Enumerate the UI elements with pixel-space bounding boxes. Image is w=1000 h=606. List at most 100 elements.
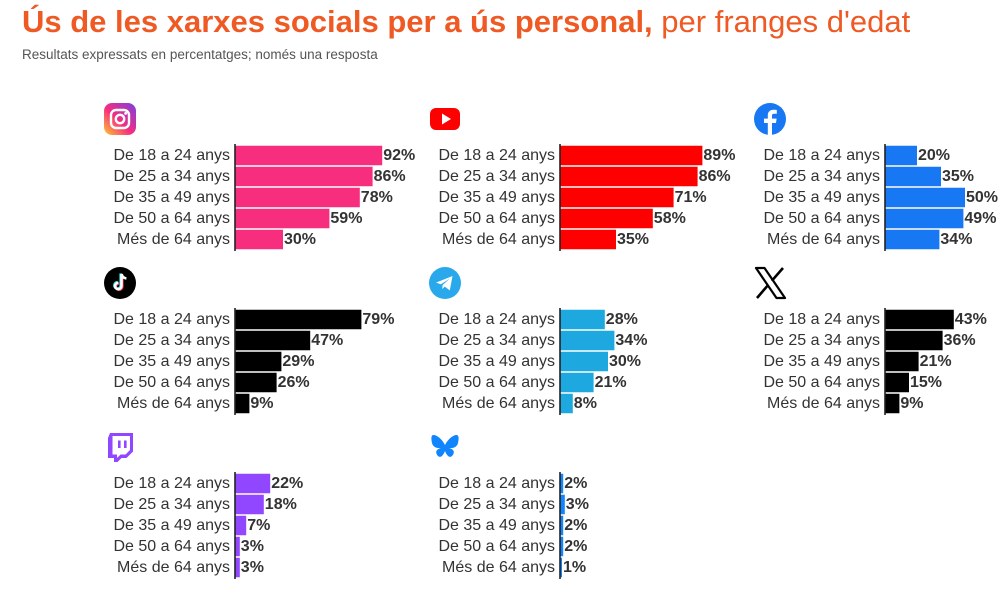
youtube-value-label-5: 35%	[617, 231, 649, 248]
x-category-label-2: De 25 a 34 anys	[763, 332, 880, 349]
bluesky-icon	[431, 435, 459, 457]
instagram-bar-3	[235, 187, 360, 208]
twitch-value-label-5: 3%	[241, 559, 264, 576]
bluesky-category-label-3: De 35 a 49 anys	[438, 517, 555, 534]
tiktok-value-label-5: 9%	[250, 395, 273, 412]
instagram-category-label-1: De 18 a 24 anys	[113, 147, 230, 164]
youtube-value-label-2: 86%	[699, 168, 731, 185]
tiktok-bar-2	[235, 330, 311, 351]
telegram-bar-5	[560, 393, 573, 414]
bluesky-value-label-4: 2%	[564, 538, 587, 555]
instagram-bar-4	[235, 208, 330, 229]
bluesky-bar-4	[560, 536, 564, 557]
telegram-value-label-1: 28%	[606, 311, 638, 328]
instagram-value-label-3: 78%	[361, 189, 393, 206]
youtube-category-label-2: De 25 a 34 anys	[438, 168, 555, 185]
twitch-bar-5	[235, 557, 240, 578]
instagram-category-label-3: De 35 a 49 anys	[113, 189, 230, 206]
bluesky-category-label-5: Més de 64 anys	[442, 559, 555, 576]
x-panel: De 18 a 24 anys 43% De 25 a 34 anys 36% De 3…	[650, 266, 987, 416]
telegram-bar-4	[560, 372, 594, 393]
instagram-icon	[104, 103, 136, 135]
twitch-bar-1	[235, 473, 271, 494]
telegram-value-label-5: 8%	[574, 395, 597, 412]
youtube-bar-3	[560, 187, 674, 208]
bluesky-category-label-2: De 25 a 34 anys	[438, 496, 555, 513]
instagram-value-label-5: 30%	[284, 231, 316, 248]
instagram-value-label-2: 86%	[374, 168, 406, 185]
instagram-category-label-2: De 25 a 34 anys	[113, 168, 230, 185]
facebook-category-label-4: De 50 a 64 anys	[763, 210, 880, 227]
instagram-category-label-5: Més de 64 anys	[117, 231, 230, 248]
twitch-category-label-2: De 25 a 34 anys	[113, 496, 230, 513]
x-bar-1	[885, 309, 954, 330]
facebook-bar-3	[885, 187, 965, 208]
facebook-chart: De 18 a 24 anys 20% De 25 a 34 anys 35% De 3…	[763, 144, 998, 251]
facebook-bar-2	[885, 166, 941, 187]
x-value-label-4: 15%	[910, 374, 942, 391]
twitch-value-label-1: 22%	[271, 475, 303, 492]
facebook-category-label-1: De 18 a 24 anys	[763, 147, 880, 164]
tiktok-bar-3	[235, 351, 282, 372]
x-category-label-1: De 18 a 24 anys	[763, 311, 880, 328]
tiktok-chart: De 18 a 24 anys 79% De 25 a 34 anys 47% De 3…	[113, 308, 394, 415]
twitch-category-label-4: De 50 a 64 anys	[113, 538, 230, 555]
youtube-category-label-3: De 35 a 49 anys	[438, 189, 555, 206]
tiktok-category-label-4: De 50 a 64 anys	[113, 374, 230, 391]
x-value-label-3: 21%	[920, 353, 952, 370]
youtube-value-label-1: 89%	[703, 147, 735, 164]
youtube-value-label-4: 58%	[654, 210, 686, 227]
facebook-icon	[754, 103, 786, 135]
twitch-chart: De 18 a 24 anys 22% De 25 a 34 anys 18% De 3…	[113, 472, 303, 579]
x-category-label-4: De 50 a 64 anys	[763, 374, 880, 391]
instagram-bar-2	[235, 166, 373, 187]
telegram-value-label-2: 34%	[615, 332, 647, 349]
youtube-bar-2	[560, 166, 698, 187]
x-category-label-3: De 35 a 49 anys	[763, 353, 880, 370]
telegram-category-label-4: De 50 a 64 anys	[438, 374, 555, 391]
youtube-category-label-5: Més de 64 anys	[442, 231, 555, 248]
telegram-category-label-2: De 25 a 34 anys	[438, 332, 555, 349]
tiktok-icon	[104, 267, 136, 299]
telegram-panel: De 18 a 24 anys 28% De 25 a 34 anys 34% De 3…	[325, 266, 647, 416]
facebook-category-label-2: De 25 a 34 anys	[763, 168, 880, 185]
facebook-value-label-2: 35%	[942, 168, 974, 185]
telegram-bar-3	[560, 351, 608, 372]
youtube-chart: De 18 a 24 anys 89% De 25 a 34 anys 86% De 3…	[438, 144, 735, 251]
twitch-category-label-1: De 18 a 24 anys	[113, 475, 230, 492]
youtube-icon	[430, 108, 460, 130]
telegram-value-label-3: 30%	[609, 353, 641, 370]
bluesky-panel: De 18 a 24 anys 2% De 25 a 34 anys 3% De 35 …	[325, 430, 645, 580]
instagram-chart: De 18 a 24 anys 92% De 25 a 34 anys 86% De 3…	[113, 144, 415, 251]
bluesky-bar-3	[560, 515, 564, 536]
telegram-value-label-4: 21%	[595, 374, 627, 391]
page-subtitle: Resultats expressats en percentatges; no…	[22, 47, 378, 62]
bluesky-value-label-3: 2%	[564, 517, 587, 534]
x-bar-3	[885, 351, 919, 372]
facebook-panel: De 18 a 24 anys 20% De 25 a 34 anys 35% De 3…	[650, 102, 998, 252]
twitch-category-label-5: Més de 64 anys	[117, 559, 230, 576]
twitch-category-label-3: De 35 a 49 anys	[113, 517, 230, 534]
tiktok-category-label-1: De 18 a 24 anys	[113, 311, 230, 328]
tiktok-value-label-3: 29%	[282, 353, 314, 370]
x-bar-4	[885, 372, 909, 393]
instagram-bar-1	[235, 145, 383, 166]
facebook-bar-4	[885, 208, 964, 229]
twitch-value-label-4: 3%	[241, 538, 264, 555]
x-bar-2	[885, 330, 943, 351]
facebook-category-label-5: Més de 64 anys	[767, 231, 880, 248]
x-value-label-2: 36%	[944, 332, 976, 349]
tiktok-value-label-4: 26%	[278, 374, 310, 391]
x-value-label-1: 43%	[955, 311, 987, 328]
telegram-category-label-5: Més de 64 anys	[442, 395, 555, 412]
tiktok-panel: De 18 a 24 anys 79% De 25 a 34 anys 47% De 3…	[0, 266, 394, 416]
title-light: per franges d'edat	[661, 4, 911, 39]
twitch-bar-2	[235, 494, 264, 515]
telegram-bar-2	[560, 330, 615, 351]
telegram-icon	[429, 267, 461, 299]
x-category-label-5: Més de 64 anys	[767, 395, 880, 412]
youtube-category-label-4: De 50 a 64 anys	[438, 210, 555, 227]
tiktok-value-label-1: 79%	[362, 311, 394, 328]
x-value-label-5: 9%	[900, 395, 923, 412]
instagram-panel: De 18 a 24 anys 92% De 25 a 34 anys 86% De 3…	[0, 102, 415, 252]
